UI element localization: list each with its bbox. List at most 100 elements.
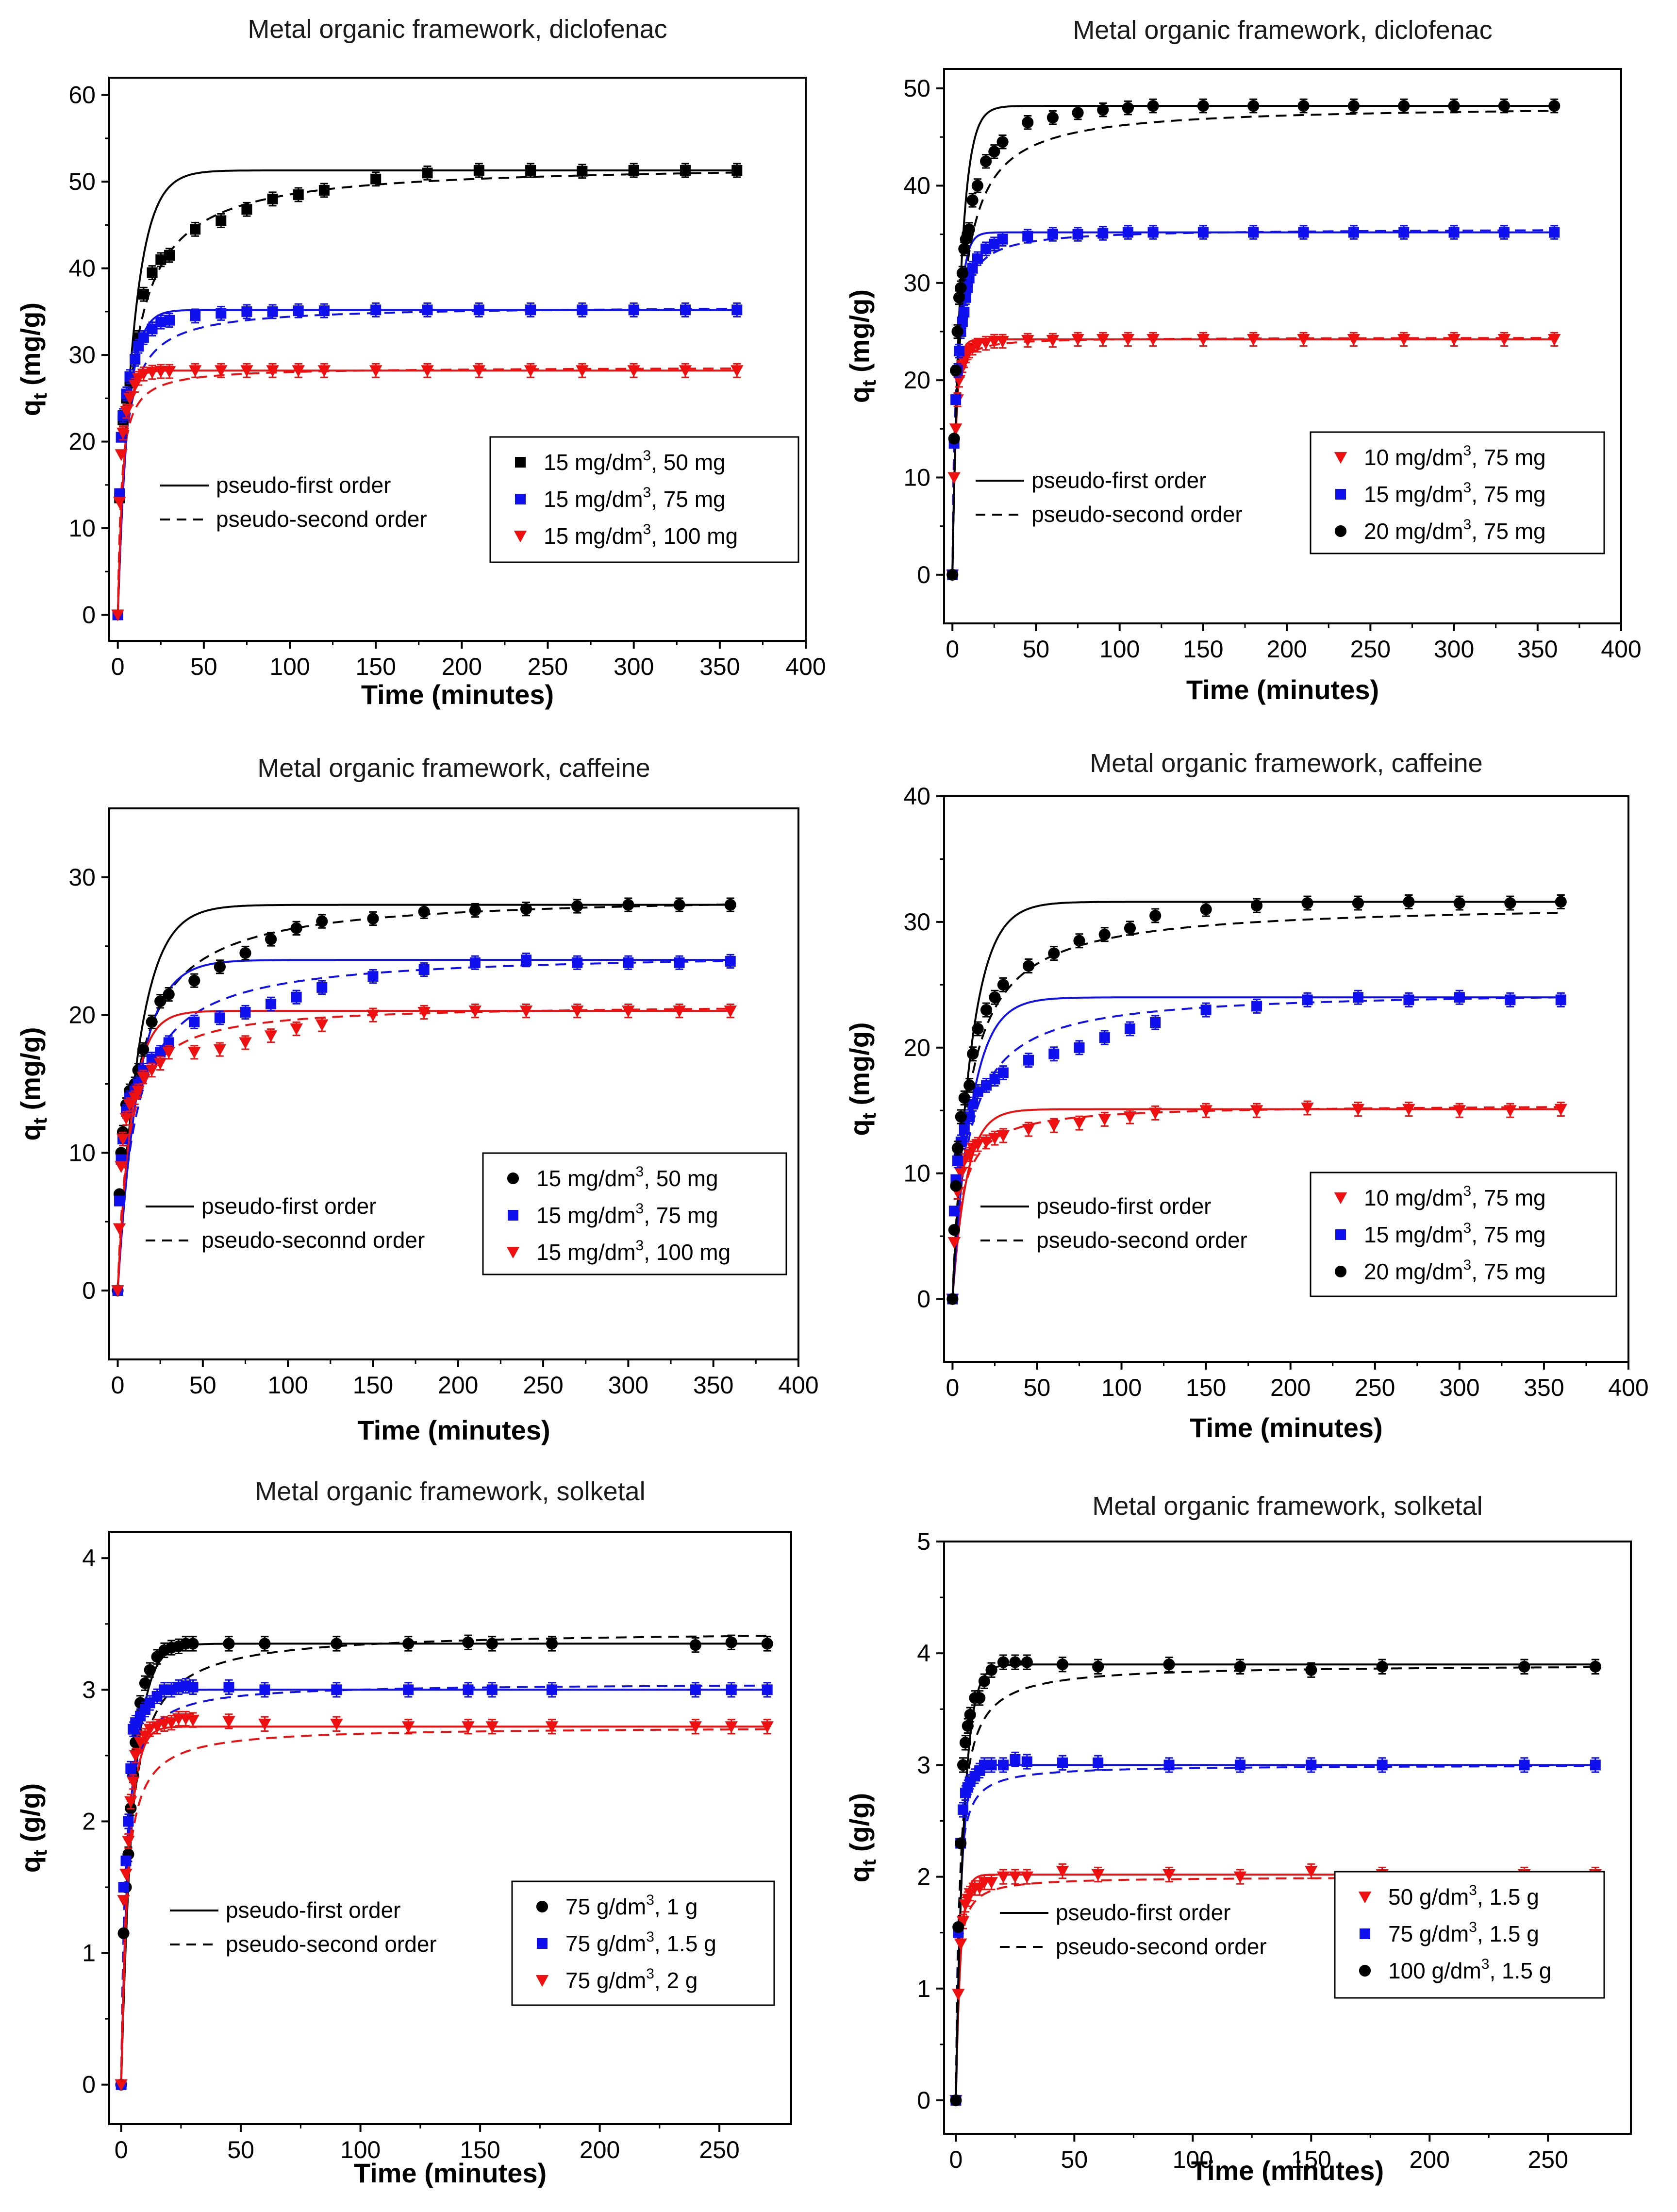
data-point-series-2: [989, 1073, 1000, 1085]
data-point-series-3: [545, 1721, 559, 1733]
data-point-series-3: [153, 1057, 167, 1070]
legend-label-series-1: 50 g/dm3, 1.5 g: [1388, 1882, 1539, 1910]
y-tick-label: 10: [68, 515, 96, 542]
x-tick-label: 350: [1517, 636, 1558, 663]
legend-label-series-3: 15 mg/dm3, 100 mg: [544, 521, 738, 549]
x-axis-label: Time (minutes): [354, 2158, 547, 2188]
data-point-series-1: [725, 1636, 737, 1648]
data-point-series-1: [622, 899, 634, 911]
data-point-series-2: [123, 1816, 134, 1827]
data-point-series-3: [989, 991, 1001, 1004]
legend-marker-series-3: [506, 1247, 520, 1259]
data-point-series-2: [1023, 1055, 1034, 1066]
x-tick-label: 250: [699, 2136, 739, 2163]
data-point-series-2: [1248, 227, 1259, 238]
x-tick-label: 0: [111, 653, 125, 680]
data-point-series-3: [215, 365, 228, 377]
data-point-series-1: [187, 1638, 199, 1650]
chart-title: Metal organic framework, diclofenac: [1073, 16, 1492, 45]
data-point-series-1: [1148, 1107, 1162, 1120]
data-point-series-3: [1555, 896, 1567, 908]
data-point-series-1: [952, 1989, 965, 2001]
x-tick-label: 150: [353, 1372, 393, 1399]
data-point-series-1: [525, 165, 536, 176]
data-point-series-3: [985, 1664, 997, 1676]
data-point-series-2: [1555, 994, 1566, 1005]
data-point-series-2: [997, 1067, 1009, 1078]
data-point-series-3: [240, 365, 253, 377]
data-point-series-1: [1305, 1866, 1318, 1878]
data-point-series-1: [1351, 1104, 1365, 1116]
data-point-series-2: [1099, 1032, 1110, 1043]
y-tick-label: 50: [68, 168, 96, 195]
data-point-series-1: [947, 472, 961, 484]
legend-label-series-2: 15 mg/dm3, 75 mg: [1364, 1220, 1546, 1247]
data-point-series-3: [955, 1837, 967, 1849]
x-tick-label: 50: [1024, 1374, 1051, 1401]
data-point-series-2: [1200, 1005, 1212, 1016]
data-point-series-2: [1398, 227, 1410, 238]
data-point-series-3: [1548, 100, 1561, 112]
legend-label-series-3: 75 g/dm3, 2 g: [565, 1966, 697, 1993]
y-tick-label: 20: [903, 1034, 930, 1061]
y-tick-label: 0: [917, 2087, 930, 2114]
legend-label-series-1: 10 mg/dm3, 75 mg: [1364, 443, 1546, 470]
x-tick-label: 50: [1023, 636, 1050, 663]
data-point-series-3: [1097, 104, 1109, 116]
y-tick-label: 50: [903, 75, 930, 102]
data-point-series-2: [1377, 1760, 1388, 1771]
data-point-series-3: [570, 1005, 584, 1018]
data-point-series-3: [519, 1005, 533, 1018]
y-axis-label: qt (mg/g): [844, 289, 880, 403]
data-point-series-3: [154, 366, 167, 378]
data-point-series-3: [417, 1006, 431, 1019]
data-point-series-2: [674, 957, 685, 968]
data-point-series-3: [972, 1022, 984, 1035]
legend-box: [1310, 1172, 1617, 1297]
y-tick-label: 10: [903, 464, 930, 491]
y-tick-label: 10: [903, 1160, 930, 1187]
data-point-series-3: [963, 223, 975, 235]
data-point-series-3: [951, 325, 963, 338]
legend-label-series-2: 15 mg/dm3, 75 mg: [1364, 480, 1546, 507]
x-axis-label: Time (minutes): [361, 679, 554, 710]
data-point-series-2: [997, 234, 1008, 245]
data-point-series-2: [120, 1855, 132, 1866]
data-point-series-1: [259, 1638, 271, 1650]
y-tick-label: 40: [903, 172, 930, 199]
data-point-series-1: [1021, 335, 1034, 347]
data-point-series-1: [1046, 335, 1060, 347]
data-point-series-1: [1071, 334, 1084, 346]
data-point-series-3: [725, 1721, 738, 1733]
data-point-series-2: [981, 1080, 992, 1091]
x-axis-label: Time (minutes): [1190, 1412, 1382, 1443]
data-point-series-2: [259, 1684, 270, 1695]
data-point-series-2: [547, 1684, 558, 1695]
data-point-series-2: [680, 304, 691, 316]
data-point-series-3: [1022, 960, 1035, 972]
data-point-series-3: [150, 1721, 164, 1733]
legend-first-order-label: pseudo-first order: [1031, 468, 1207, 493]
data-point-series-2: [964, 1111, 975, 1123]
data-point-series-3: [622, 1005, 635, 1018]
data-point-series-2: [223, 1681, 234, 1693]
data-point-series-3: [1149, 909, 1162, 922]
data-point-series-3: [948, 1224, 960, 1236]
data-point-series-1: [996, 1871, 1010, 1883]
x-tick-label: 100: [1099, 636, 1140, 663]
data-point-series-3: [402, 1721, 415, 1733]
data-point-series-2: [130, 354, 141, 365]
data-point-series-3: [485, 1721, 498, 1733]
x-tick-label: 0: [946, 636, 959, 663]
data-point-series-3: [524, 365, 537, 377]
x-tick-label: 250: [528, 653, 568, 680]
fit-second-order-line-2: [120, 1684, 767, 2085]
data-point-series-2: [954, 346, 964, 357]
data-point-series-3: [1247, 100, 1260, 112]
legend-label-series-2: 75 g/dm3, 1.5 g: [565, 1929, 716, 1956]
data-point-series-1: [1199, 1105, 1212, 1117]
legend-label-series-2: 15 mg/dm3, 75 mg: [544, 485, 726, 512]
data-point-series-1: [1233, 1871, 1247, 1883]
fit-second-order-line-3: [955, 1666, 1595, 2100]
